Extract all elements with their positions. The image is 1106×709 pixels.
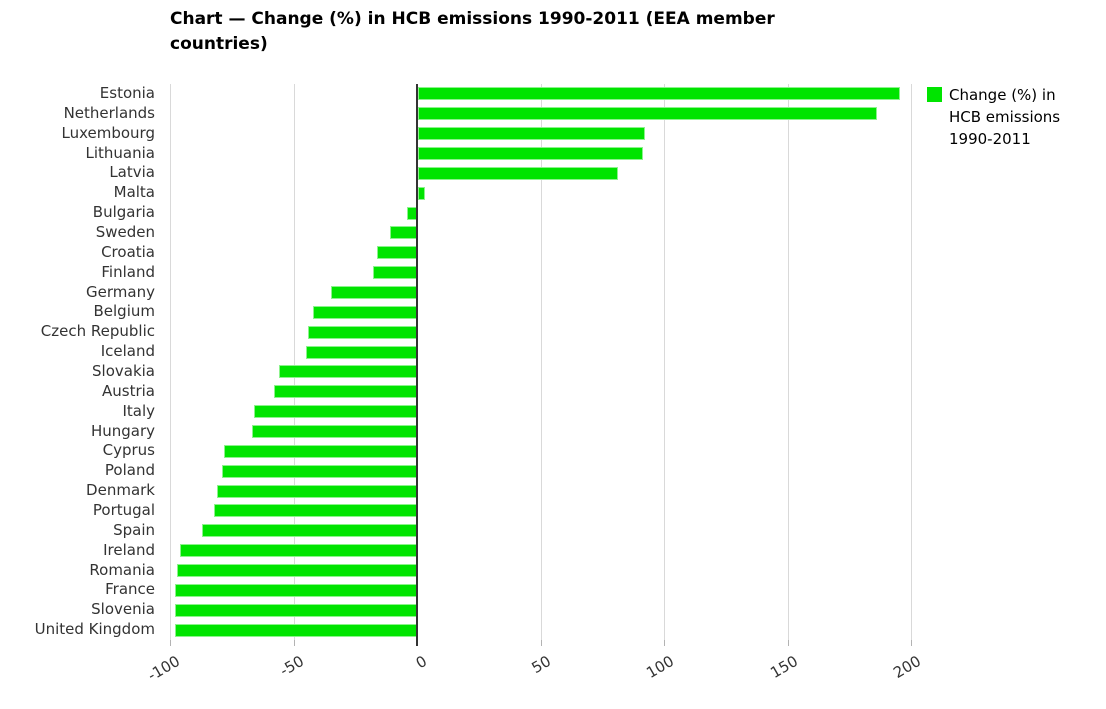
category-label: Germany	[86, 282, 155, 301]
bar[interactable]	[174, 603, 417, 617]
category-label: Austria	[102, 381, 155, 400]
x-tick-label: 200	[890, 652, 924, 682]
category-label: Luxembourg	[61, 123, 156, 142]
bar[interactable]	[305, 345, 417, 359]
category-label: Croatia	[101, 242, 155, 261]
bar[interactable]	[214, 504, 417, 518]
bar[interactable]	[253, 405, 417, 419]
legend-swatch-icon	[927, 87, 942, 102]
zero-axis-line	[416, 84, 418, 646]
bar[interactable]	[372, 266, 417, 280]
category-label: Portugal	[92, 501, 155, 519]
category-label: Slovakia	[92, 362, 155, 380]
category-label: United Kingdom	[34, 620, 155, 639]
x-tick-mark	[170, 640, 171, 646]
category-label: Spain	[113, 520, 155, 539]
category-label: Cyprus	[102, 441, 155, 460]
bar[interactable]	[251, 425, 417, 438]
bar[interactable]	[221, 464, 417, 478]
category-label: Iceland	[100, 342, 155, 361]
category-label: Hungary	[90, 421, 155, 440]
bar[interactable]	[418, 107, 878, 121]
category-label: Italy	[122, 401, 155, 420]
category-label: France	[105, 580, 155, 599]
x-tick-label: 0	[412, 652, 430, 673]
bar[interactable]	[273, 385, 417, 399]
x-gridline	[293, 84, 295, 640]
bar[interactable]	[377, 246, 417, 260]
x-tick-mark	[540, 640, 542, 646]
category-label: Czech Republic	[40, 322, 155, 341]
x-gridline	[787, 84, 789, 640]
bar[interactable]	[174, 583, 417, 597]
bar[interactable]	[418, 166, 619, 180]
x-gridline	[170, 84, 171, 640]
bar[interactable]	[308, 325, 417, 339]
x-gridline	[911, 84, 912, 640]
x-tick-mark	[293, 640, 295, 646]
category-label: Romania	[89, 560, 155, 579]
category-label: Latvia	[109, 163, 155, 182]
x-tick-mark	[787, 640, 789, 646]
x-tick-label: 50	[527, 652, 554, 678]
bar[interactable]	[179, 544, 417, 558]
bar[interactable]	[389, 226, 417, 240]
bar[interactable]	[418, 186, 426, 200]
category-label: Finland	[101, 262, 155, 281]
category-label: Estonia	[99, 84, 155, 102]
category-label: Bulgaria	[92, 203, 155, 222]
x-tick-mark	[911, 640, 912, 646]
category-label: Netherlands	[63, 103, 155, 122]
x-tick-label: -50	[276, 652, 307, 680]
bar[interactable]	[202, 524, 417, 538]
bar[interactable]	[330, 286, 417, 299]
x-gridline	[540, 84, 542, 640]
bar[interactable]	[177, 564, 417, 577]
x-tick-label: -100	[144, 652, 183, 685]
legend-label: Change (%) in HCB emissions 1990-2011	[949, 86, 1061, 148]
x-tick-label: 100	[643, 652, 677, 682]
bar[interactable]	[313, 305, 417, 319]
x-tick-mark	[664, 640, 665, 646]
bar[interactable]	[278, 365, 417, 379]
bar[interactable]	[418, 127, 646, 141]
category-label: Ireland	[103, 540, 155, 559]
bar[interactable]	[174, 623, 417, 637]
bar[interactable]	[224, 444, 417, 458]
chart-title: Chart — Change (%) in HCB emissions 1990…	[170, 9, 775, 54]
x-tick-label: 150	[766, 652, 801, 682]
bar[interactable]	[418, 87, 900, 101]
category-label: Slovenia	[91, 600, 155, 619]
category-label: Lithuania	[85, 143, 155, 162]
category-label: Malta	[113, 183, 155, 202]
bar[interactable]	[418, 147, 643, 160]
legend[interactable]: Change (%) in HCB emissions 1990-2011	[927, 84, 1071, 150]
bar[interactable]	[216, 484, 417, 498]
category-label: Denmark	[86, 481, 155, 500]
x-gridline	[664, 84, 665, 640]
category-label: Poland	[104, 461, 155, 480]
category-label: Sweden	[95, 223, 155, 241]
category-label: Belgium	[93, 302, 156, 321]
